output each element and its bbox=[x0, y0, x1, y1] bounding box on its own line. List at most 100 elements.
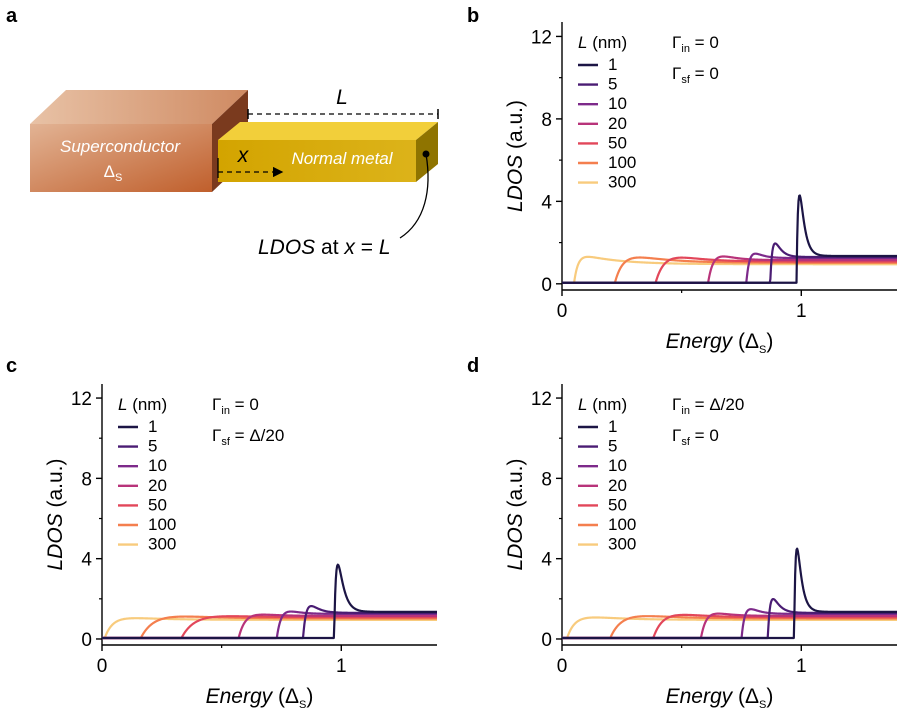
y-axis-title-name: LDOS bbox=[504, 513, 527, 570]
x-arrow: x bbox=[217, 144, 284, 178]
param-equals: = bbox=[690, 64, 709, 83]
normal-metal-label: Normal metal bbox=[291, 149, 393, 168]
x-axis-title: Energy (ΔS) bbox=[206, 685, 314, 711]
legend-title: L (nm) bbox=[578, 33, 627, 52]
series-curves bbox=[102, 563, 437, 640]
y-tick-label: 4 bbox=[541, 192, 552, 213]
param-equals: = bbox=[690, 426, 709, 445]
series-line-100 bbox=[562, 615, 897, 640]
series-line-100 bbox=[102, 615, 437, 640]
series-line-1 bbox=[102, 563, 437, 640]
x-axis-title-unit: Δ bbox=[745, 330, 759, 353]
series-curves bbox=[562, 547, 897, 640]
param-symbol: Γ bbox=[212, 426, 221, 445]
series-line-100 bbox=[562, 256, 897, 284]
y-axis-title-unit: (a.u.) bbox=[504, 100, 527, 155]
legend-label-5: 5 bbox=[148, 437, 157, 456]
y-axis-title-unit: (a.u.) bbox=[44, 458, 67, 513]
param-symbol: Γ bbox=[672, 64, 681, 83]
legend-label-50: 50 bbox=[148, 495, 167, 514]
x-axis-title-unit-sub: S bbox=[759, 344, 766, 356]
param-value: 0 bbox=[709, 33, 718, 52]
x-axis-title: Energy (ΔS) bbox=[666, 685, 774, 711]
param-label: Γsf = 0 bbox=[672, 64, 719, 86]
series-line-1 bbox=[562, 194, 897, 284]
legend-label-1: 1 bbox=[608, 55, 617, 74]
x-axis-title-unit: Δ bbox=[745, 685, 759, 708]
x-tick-label: 0 bbox=[557, 301, 568, 322]
length-dimension: L bbox=[247, 86, 439, 119]
panel-letter-d: d bbox=[467, 355, 479, 377]
superconductor-gap-label: ΔS bbox=[104, 162, 123, 184]
x-axis-title-close: ) bbox=[766, 685, 773, 708]
legend-label-1: 1 bbox=[148, 417, 157, 436]
legend-label-100: 100 bbox=[608, 515, 636, 534]
param-subscript: sf bbox=[681, 74, 691, 86]
x-axis-title-unit-sub: S bbox=[299, 699, 306, 711]
x-axis-title-close: ) bbox=[766, 330, 773, 353]
legend-label-50: 50 bbox=[608, 495, 627, 514]
x-axis-title: Energy (ΔS) bbox=[666, 330, 774, 356]
y-axis-title: LDOS (a.u.) bbox=[504, 458, 527, 570]
series-line-300 bbox=[102, 617, 437, 640]
legend-title-symbol: L bbox=[118, 395, 127, 414]
param-equals: = bbox=[230, 395, 249, 414]
normal-metal-top-face bbox=[218, 122, 438, 140]
param-value: 0 bbox=[249, 395, 258, 414]
panel-letter-c: c bbox=[6, 355, 17, 377]
x-tick-label: 0 bbox=[557, 656, 568, 677]
superconductor-front-face bbox=[30, 124, 212, 192]
x-tick-label: 0 bbox=[97, 656, 108, 677]
y-tick-label: 8 bbox=[541, 469, 552, 490]
param-subscript: sf bbox=[681, 436, 691, 448]
x-axis-title-name: Energy bbox=[666, 330, 734, 353]
x-axis-title-open: ( bbox=[272, 685, 285, 708]
length-label: L bbox=[336, 86, 348, 109]
superconductor-block: Superconductor ΔS bbox=[30, 90, 248, 192]
legend-title-unit: (nm) bbox=[127, 395, 167, 414]
legend-label-10: 10 bbox=[148, 456, 167, 475]
panel-a: a Superconductor ΔS Normal metal L bbox=[6, 5, 439, 259]
y-axis-title-unit: (a.u.) bbox=[504, 458, 527, 513]
y-tick-label: 8 bbox=[81, 469, 92, 490]
y-tick-label: 4 bbox=[541, 550, 552, 571]
normal-metal-front-face bbox=[218, 140, 416, 182]
x-axis-title-close: ) bbox=[306, 685, 313, 708]
legend-label-1: 1 bbox=[608, 417, 617, 436]
param-value: 0 bbox=[709, 64, 718, 83]
y-axis-title: LDOS (a.u.) bbox=[44, 458, 67, 570]
ldos-callout: LDOS at x = L bbox=[258, 150, 430, 259]
x-label: x bbox=[237, 144, 250, 167]
param-subscript: sf bbox=[221, 436, 231, 448]
param-label: Γsf = 0 bbox=[672, 426, 719, 448]
normal-metal-block: Normal metal bbox=[218, 122, 438, 182]
param-subscript: in bbox=[221, 405, 230, 417]
y-tick-label: 12 bbox=[531, 389, 552, 410]
x-axis-title-open: ( bbox=[732, 330, 745, 353]
param-subscript: in bbox=[681, 43, 690, 55]
legend-label-100: 100 bbox=[148, 515, 176, 534]
ldos-callout-label: LDOS at x = L bbox=[258, 236, 391, 259]
param-label: Γsf = Δ/20 bbox=[212, 426, 284, 448]
legend-title: L (nm) bbox=[118, 395, 167, 414]
param-subscript: in bbox=[681, 405, 690, 417]
x-tick-label: 1 bbox=[796, 301, 807, 322]
param-symbol: Γ bbox=[672, 33, 681, 52]
legend-label-50: 50 bbox=[608, 133, 627, 152]
param-value: Δ/20 bbox=[249, 426, 284, 445]
legend-label-5: 5 bbox=[608, 437, 617, 456]
legend-title: L (nm) bbox=[578, 395, 627, 414]
panel-letter-b: b bbox=[467, 5, 479, 27]
y-tick-label: 0 bbox=[81, 630, 92, 651]
series-line-1 bbox=[562, 547, 897, 640]
legend-label-100: 100 bbox=[608, 153, 636, 172]
superconductor-top-face bbox=[30, 90, 248, 124]
param-label: Γin = 0 bbox=[212, 395, 259, 417]
param-symbol: Γ bbox=[672, 395, 681, 414]
legend-label-20: 20 bbox=[608, 476, 627, 495]
y-tick-label: 4 bbox=[81, 550, 92, 571]
legend-title-unit: (nm) bbox=[587, 33, 627, 52]
